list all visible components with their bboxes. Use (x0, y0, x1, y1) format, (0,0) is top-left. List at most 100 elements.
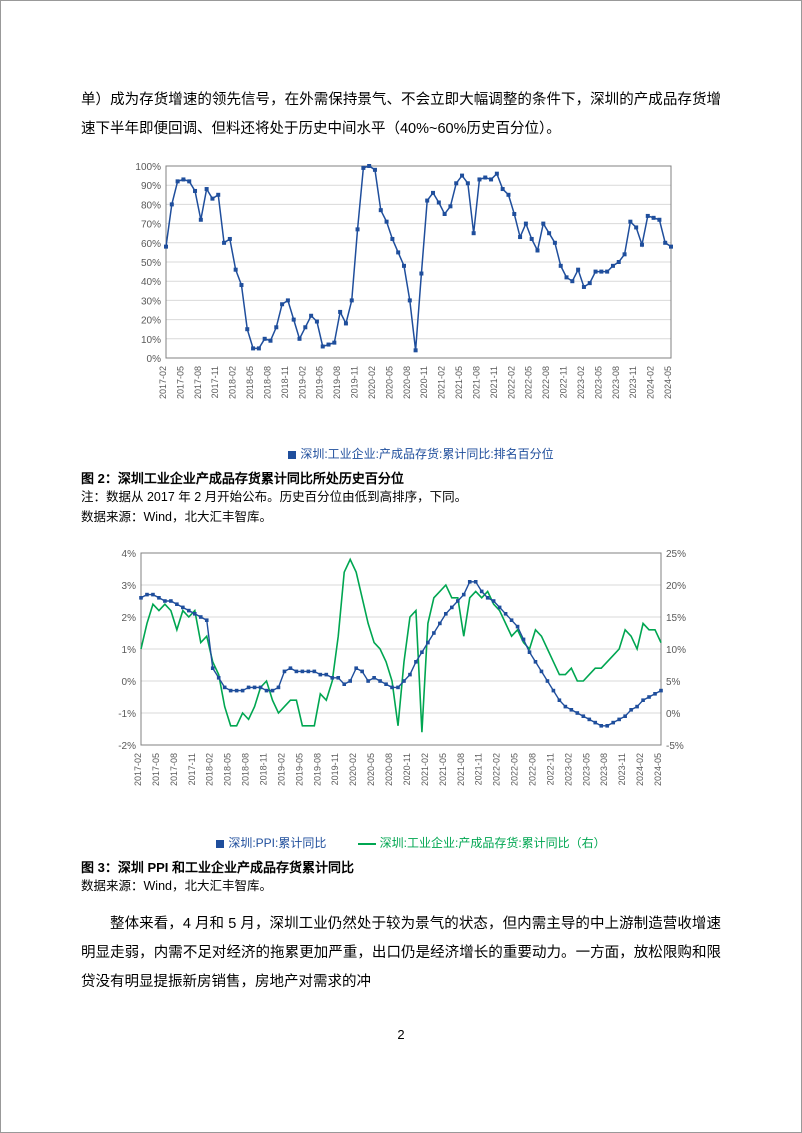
chart2-svg: -2% -1% 0% 1% 2% 3% 4% -5% 0% 5% 10% 15% 20% 25% 2017-… (101, 545, 701, 825)
svg-text:2017-11: 2017-11 (210, 366, 220, 398)
svg-text:2019-11: 2019-11 (350, 366, 360, 398)
svg-text:-5%: -5% (666, 741, 684, 752)
svg-text:30%: 30% (141, 296, 161, 307)
svg-text:2022-11: 2022-11 (545, 753, 555, 785)
svg-text:2%: 2% (122, 613, 137, 624)
fig2-note1: 注：数据从 2017 年 2 月开始公布。历史百分位由低到高排序，下同。 (81, 487, 721, 507)
svg-text:2023-05: 2023-05 (593, 366, 603, 399)
svg-text:2022-08: 2022-08 (541, 366, 551, 399)
svg-text:100%: 100% (135, 162, 161, 173)
chart1-series-label: 深圳:工业企业:产成品存货:累计同比:排名百分位 (300, 447, 553, 461)
svg-text:2023-11: 2023-11 (617, 753, 627, 785)
svg-text:5%: 5% (666, 677, 681, 688)
fig2-title: 图 2：深圳工业企业产成品存货累计同比所处历史百分位 (81, 468, 721, 487)
svg-text:2022-05: 2022-05 (524, 366, 534, 399)
legend-marker-ppi (216, 840, 224, 848)
svg-text:3%: 3% (122, 581, 137, 592)
svg-text:2018-11: 2018-11 (280, 366, 290, 398)
legend-label-inv: 深圳:工业企业:产成品存货:累计同比（右） (380, 836, 606, 850)
svg-text:2024-05: 2024-05 (663, 366, 673, 399)
svg-text:2020-02: 2020-02 (367, 366, 377, 399)
svg-text:2023-08: 2023-08 (599, 753, 609, 786)
svg-text:2017-05: 2017-05 (151, 753, 161, 786)
svg-text:1%: 1% (122, 645, 137, 656)
svg-text:10%: 10% (141, 335, 161, 346)
legend-marker (288, 451, 296, 459)
svg-text:2018-11: 2018-11 (259, 753, 269, 785)
svg-text:0%: 0% (122, 677, 137, 688)
svg-text:2018-05: 2018-05 (223, 753, 233, 786)
legend-item-inv: 深圳:工业企业:产成品存货:累计同比（右） (358, 834, 606, 851)
svg-text:2017-11: 2017-11 (187, 753, 197, 785)
svg-text:2022-02: 2022-02 (506, 366, 516, 399)
chart1-legend: 深圳:工业企业:产成品存货:累计同比:排名百分位 (121, 445, 721, 462)
svg-text:2017-02: 2017-02 (133, 753, 143, 786)
svg-text:70%: 70% (141, 220, 161, 231)
fig2-note2: 数据来源：Wind，北大汇丰智库。 (81, 507, 721, 527)
svg-text:2021-05: 2021-05 (454, 366, 464, 399)
svg-text:2022-11: 2022-11 (559, 366, 569, 398)
svg-text:20%: 20% (141, 316, 161, 327)
fig3-title: 图 3：深圳 PPI 和工业企业产成品存货累计同比 (81, 857, 721, 876)
svg-text:2021-02: 2021-02 (437, 366, 447, 399)
svg-text:2020-11: 2020-11 (419, 366, 429, 398)
svg-text:-2%: -2% (118, 741, 136, 752)
svg-text:15%: 15% (666, 613, 686, 624)
svg-text:2020-02: 2020-02 (348, 753, 358, 786)
svg-text:2023-05: 2023-05 (581, 753, 591, 786)
svg-text:2024-02: 2024-02 (646, 366, 656, 399)
svg-text:2022-02: 2022-02 (492, 753, 502, 786)
chart2-legend: 深圳:PPI:累计同比 深圳:工业企业:产成品存货:累计同比（右） (101, 834, 721, 851)
svg-text:2024-05: 2024-05 (653, 753, 663, 786)
svg-text:25%: 25% (666, 549, 686, 560)
svg-text:2018-02: 2018-02 (205, 753, 215, 786)
svg-text:2021-08: 2021-08 (456, 753, 466, 786)
svg-text:2020-08: 2020-08 (402, 366, 412, 399)
svg-text:2019-11: 2019-11 (330, 753, 340, 785)
svg-text:2022-05: 2022-05 (510, 753, 520, 786)
svg-text:2020-05: 2020-05 (366, 753, 376, 786)
svg-text:2018-05: 2018-05 (245, 366, 255, 399)
chart-1: 0%10%20%30%40%50%60%70%80%90%100%2017-02… (121, 158, 721, 462)
svg-text:2023-11: 2023-11 (628, 366, 638, 398)
svg-text:80%: 80% (141, 200, 161, 211)
svg-text:2021-02: 2021-02 (420, 753, 430, 786)
svg-text:2021-08: 2021-08 (471, 366, 481, 399)
svg-text:2021-05: 2021-05 (438, 753, 448, 786)
svg-text:2021-11: 2021-11 (474, 753, 484, 785)
svg-text:4%: 4% (122, 549, 137, 560)
svg-text:2017-02: 2017-02 (158, 366, 168, 399)
svg-text:2019-02: 2019-02 (276, 753, 286, 786)
svg-text:2019-08: 2019-08 (332, 366, 342, 399)
svg-text:20%: 20% (666, 581, 686, 592)
page-number: 2 (81, 1027, 721, 1042)
svg-text:2020-05: 2020-05 (384, 366, 394, 399)
svg-text:2023-02: 2023-02 (576, 366, 586, 399)
svg-text:0%: 0% (666, 709, 681, 720)
svg-text:-1%: -1% (118, 709, 136, 720)
chart-2: -2% -1% 0% 1% 2% 3% 4% -5% 0% 5% 10% 15% 20% 25% 2017-… (101, 545, 721, 851)
svg-text:2024-02: 2024-02 (635, 753, 645, 786)
svg-text:2019-02: 2019-02 (297, 366, 307, 399)
svg-text:2023-02: 2023-02 (563, 753, 573, 786)
svg-text:2017-05: 2017-05 (175, 366, 185, 399)
paragraph-bottom: 整体来看，4 月和 5 月，深圳工业仍然处于较为景气的状态，但内需主导的中上游制… (81, 910, 721, 997)
page: 单）成为存货增速的领先信号，在外需保持景气、不会立即大幅调整的条件下，深圳的产成… (0, 0, 802, 1133)
svg-text:2020-08: 2020-08 (384, 753, 394, 786)
svg-text:10%: 10% (666, 645, 686, 656)
svg-text:2017-08: 2017-08 (193, 366, 203, 399)
svg-text:2020-11: 2020-11 (402, 753, 412, 785)
svg-text:2019-05: 2019-05 (315, 366, 325, 399)
svg-text:2019-05: 2019-05 (294, 753, 304, 786)
svg-text:60%: 60% (141, 239, 161, 250)
svg-text:2022-08: 2022-08 (527, 753, 537, 786)
svg-text:2018-02: 2018-02 (228, 366, 238, 399)
fig3-note: 数据来源：Wind，北大汇丰智库。 (81, 876, 721, 896)
legend-line-inv (358, 843, 376, 845)
svg-text:2019-08: 2019-08 (312, 753, 322, 786)
legend-label-ppi: 深圳:PPI:累计同比 (228, 836, 326, 850)
svg-text:0%: 0% (147, 354, 162, 365)
chart1-svg: 0%10%20%30%40%50%60%70%80%90%100%2017-02… (121, 158, 681, 438)
svg-text:2021-11: 2021-11 (489, 366, 499, 398)
svg-text:2018-08: 2018-08 (241, 753, 251, 786)
